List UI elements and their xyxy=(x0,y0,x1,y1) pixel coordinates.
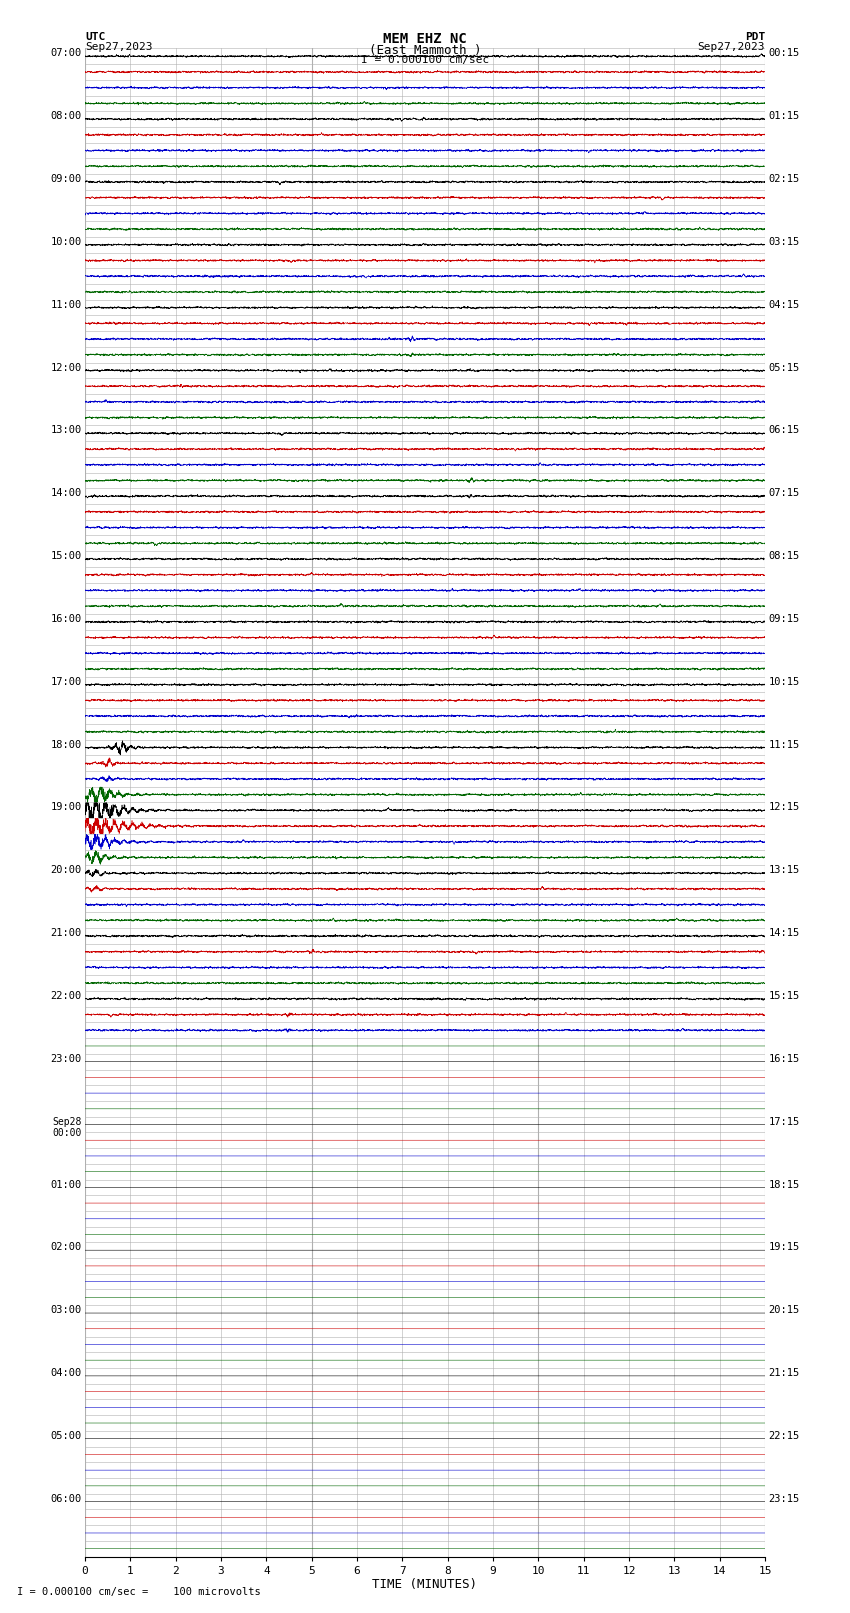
Text: 15:00: 15:00 xyxy=(50,552,82,561)
Text: 09:00: 09:00 xyxy=(50,174,82,184)
Text: 08:15: 08:15 xyxy=(768,552,800,561)
Text: 07:15: 07:15 xyxy=(768,489,800,498)
Text: 09:15: 09:15 xyxy=(768,615,800,624)
Text: 20:00: 20:00 xyxy=(50,865,82,876)
Text: 12:15: 12:15 xyxy=(768,802,800,813)
Text: 04:00: 04:00 xyxy=(50,1368,82,1378)
Text: 03:15: 03:15 xyxy=(768,237,800,247)
Text: 23:00: 23:00 xyxy=(50,1053,82,1065)
Text: 13:15: 13:15 xyxy=(768,865,800,876)
Text: 20:15: 20:15 xyxy=(768,1305,800,1315)
Text: 11:15: 11:15 xyxy=(768,740,800,750)
Text: 04:15: 04:15 xyxy=(768,300,800,310)
Text: 10:00: 10:00 xyxy=(50,237,82,247)
Text: 03:00: 03:00 xyxy=(50,1305,82,1315)
Text: 14:00: 14:00 xyxy=(50,489,82,498)
Text: I = 0.000100 cm/sec =    100 microvolts: I = 0.000100 cm/sec = 100 microvolts xyxy=(17,1587,261,1597)
Text: (East Mammoth ): (East Mammoth ) xyxy=(369,44,481,56)
Text: 22:15: 22:15 xyxy=(768,1431,800,1440)
Text: 17:00: 17:00 xyxy=(50,677,82,687)
Text: Sep27,2023: Sep27,2023 xyxy=(698,42,765,52)
Text: 21:15: 21:15 xyxy=(768,1368,800,1378)
Text: 18:00: 18:00 xyxy=(50,740,82,750)
Text: 06:15: 06:15 xyxy=(768,426,800,436)
Text: 13:00: 13:00 xyxy=(50,426,82,436)
Text: 19:15: 19:15 xyxy=(768,1242,800,1252)
Text: 08:00: 08:00 xyxy=(50,111,82,121)
Text: 16:15: 16:15 xyxy=(768,1053,800,1065)
Text: 22:00: 22:00 xyxy=(50,990,82,1002)
Text: 05:15: 05:15 xyxy=(768,363,800,373)
Text: 00:15: 00:15 xyxy=(768,48,800,58)
X-axis label: TIME (MINUTES): TIME (MINUTES) xyxy=(372,1579,478,1592)
Text: PDT: PDT xyxy=(745,32,765,42)
Text: 06:00: 06:00 xyxy=(50,1494,82,1503)
Text: 07:00: 07:00 xyxy=(50,48,82,58)
Text: 17:15: 17:15 xyxy=(768,1116,800,1126)
Text: MEM EHZ NC: MEM EHZ NC xyxy=(383,32,467,47)
Text: I = 0.000100 cm/sec: I = 0.000100 cm/sec xyxy=(361,55,489,65)
Text: 14:15: 14:15 xyxy=(768,927,800,939)
Text: 10:15: 10:15 xyxy=(768,677,800,687)
Text: 12:00: 12:00 xyxy=(50,363,82,373)
Text: 01:00: 01:00 xyxy=(50,1179,82,1189)
Text: 21:00: 21:00 xyxy=(50,927,82,939)
Text: 02:00: 02:00 xyxy=(50,1242,82,1252)
Text: 15:15: 15:15 xyxy=(768,990,800,1002)
Text: UTC: UTC xyxy=(85,32,105,42)
Text: Sep28
00:00: Sep28 00:00 xyxy=(52,1116,82,1139)
Text: 01:15: 01:15 xyxy=(768,111,800,121)
Text: 23:15: 23:15 xyxy=(768,1494,800,1503)
Text: 18:15: 18:15 xyxy=(768,1179,800,1189)
Text: 11:00: 11:00 xyxy=(50,300,82,310)
Text: Sep27,2023: Sep27,2023 xyxy=(85,42,152,52)
Text: 16:00: 16:00 xyxy=(50,615,82,624)
Text: 05:00: 05:00 xyxy=(50,1431,82,1440)
Text: 02:15: 02:15 xyxy=(768,174,800,184)
Text: 19:00: 19:00 xyxy=(50,802,82,813)
